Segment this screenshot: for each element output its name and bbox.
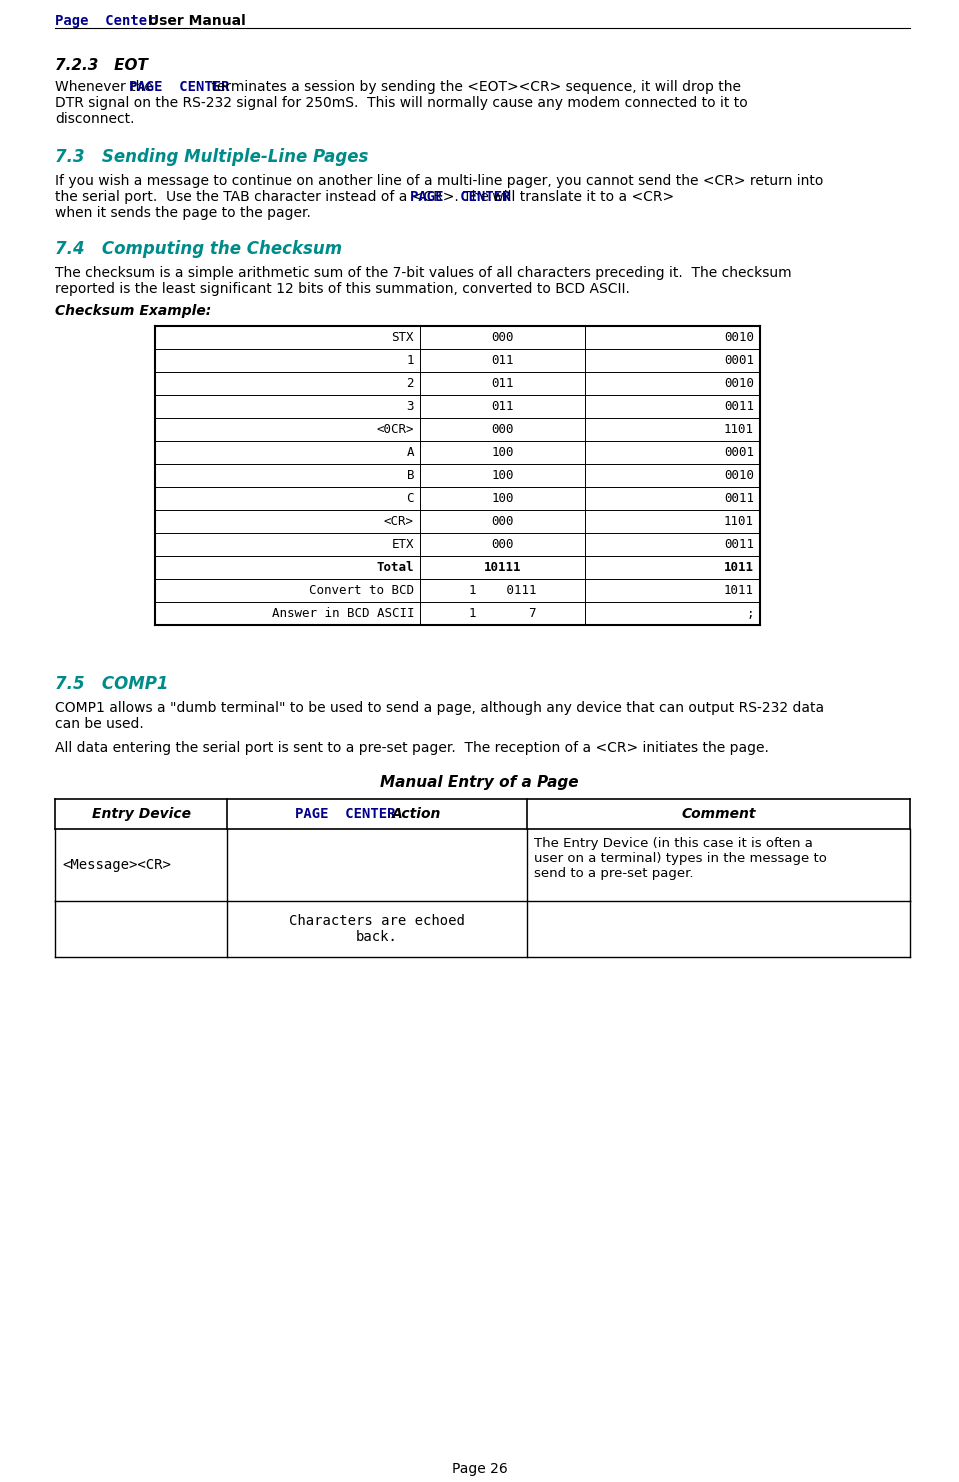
Text: PAGE  CENTER: PAGE CENTER xyxy=(129,80,229,93)
Text: 100: 100 xyxy=(491,468,514,482)
Text: The checksum is a simple arithmetic sum of the 7-bit values of all characters pr: The checksum is a simple arithmetic sum … xyxy=(55,265,791,280)
Text: 7.5   COMP1: 7.5 COMP1 xyxy=(55,674,169,694)
Text: 0011: 0011 xyxy=(724,492,754,505)
Text: 0001: 0001 xyxy=(724,446,754,459)
Text: 1011: 1011 xyxy=(724,562,754,574)
Text: will translate it to a <CR>: will translate it to a <CR> xyxy=(488,190,674,205)
Text: 000: 000 xyxy=(491,330,514,344)
Text: <Message><CR>: <Message><CR> xyxy=(62,858,171,871)
Text: Total: Total xyxy=(377,562,414,574)
Text: 2: 2 xyxy=(407,376,414,390)
Text: 100: 100 xyxy=(491,446,514,459)
Text: 000: 000 xyxy=(491,516,514,528)
Text: The Entry Device (in this case it is often a
user on a terminal) types in the me: The Entry Device (in this case it is oft… xyxy=(534,837,827,880)
Text: C: C xyxy=(407,492,414,505)
Text: A: A xyxy=(407,446,414,459)
Text: Page 26: Page 26 xyxy=(452,1463,507,1476)
Text: 000: 000 xyxy=(491,422,514,436)
Text: reported is the least significant 12 bits of this summation, converted to BCD AS: reported is the least significant 12 bit… xyxy=(55,282,630,296)
Text: 0010: 0010 xyxy=(724,468,754,482)
Text: 1011: 1011 xyxy=(724,584,754,597)
Text: 1101: 1101 xyxy=(724,516,754,528)
Text: B: B xyxy=(407,468,414,482)
Text: 1: 1 xyxy=(407,354,414,368)
Text: STX: STX xyxy=(391,330,414,344)
Text: can be used.: can be used. xyxy=(55,717,144,731)
Text: All data entering the serial port is sent to a pre-set pager.  The reception of : All data entering the serial port is sen… xyxy=(55,741,769,754)
Text: 0011: 0011 xyxy=(724,538,754,551)
Text: DTR signal on the RS-232 signal for 250mS.  This will normally cause any modem c: DTR signal on the RS-232 signal for 250m… xyxy=(55,96,748,110)
Text: Convert to BCD: Convert to BCD xyxy=(309,584,414,597)
Text: 1       7: 1 7 xyxy=(469,608,536,619)
Text: 3: 3 xyxy=(407,400,414,413)
Text: 011: 011 xyxy=(491,376,514,390)
Text: If you wish a message to continue on another line of a multi-line pager, you can: If you wish a message to continue on ano… xyxy=(55,173,824,188)
Text: Entry Device: Entry Device xyxy=(91,808,191,821)
Text: 0011: 0011 xyxy=(724,400,754,413)
Text: Comment: Comment xyxy=(681,808,756,821)
Text: User Manual: User Manual xyxy=(143,13,246,28)
Text: <CR>: <CR> xyxy=(384,516,414,528)
Text: PAGE  CENTER: PAGE CENTER xyxy=(410,190,510,205)
Text: PAGE  CENTER: PAGE CENTER xyxy=(294,808,395,821)
Text: Manual Entry of a Page: Manual Entry of a Page xyxy=(380,775,579,790)
Text: Page  Center: Page Center xyxy=(55,13,155,28)
Text: 1    0111: 1 0111 xyxy=(469,584,536,597)
Text: Answer in BCD ASCII: Answer in BCD ASCII xyxy=(271,608,414,619)
Text: the serial port.  Use the TAB character instead of a <CR>. The: the serial port. Use the TAB character i… xyxy=(55,190,493,205)
Text: disconnect.: disconnect. xyxy=(55,113,134,126)
Text: ;: ; xyxy=(746,608,754,619)
Text: 0010: 0010 xyxy=(724,330,754,344)
Text: 7.4   Computing the Checksum: 7.4 Computing the Checksum xyxy=(55,240,342,258)
Text: 0010: 0010 xyxy=(724,376,754,390)
Text: ETX: ETX xyxy=(391,538,414,551)
Text: Action: Action xyxy=(392,808,442,821)
Text: terminates a session by sending the <EOT><CR> sequence, it will drop the: terminates a session by sending the <EOT… xyxy=(207,80,741,93)
Text: 1101: 1101 xyxy=(724,422,754,436)
Text: 100: 100 xyxy=(491,492,514,505)
Text: when it sends the page to the pager.: when it sends the page to the pager. xyxy=(55,206,311,219)
Text: 7.3   Sending Multiple-Line Pages: 7.3 Sending Multiple-Line Pages xyxy=(55,148,368,166)
Text: 011: 011 xyxy=(491,400,514,413)
Text: COMP1 allows a "dumb terminal" to be used to send a page, although any device th: COMP1 allows a "dumb terminal" to be use… xyxy=(55,701,824,714)
Text: Characters are echoed
back.: Characters are echoed back. xyxy=(289,914,465,944)
Text: <0CR>: <0CR> xyxy=(377,422,414,436)
Text: Whenever the: Whenever the xyxy=(55,80,157,93)
Text: 000: 000 xyxy=(491,538,514,551)
Text: Checksum Example:: Checksum Example: xyxy=(55,304,211,319)
Text: 011: 011 xyxy=(491,354,514,368)
Text: 7.2.3   EOT: 7.2.3 EOT xyxy=(55,58,148,73)
Text: 10111: 10111 xyxy=(483,562,522,574)
Text: 0001: 0001 xyxy=(724,354,754,368)
